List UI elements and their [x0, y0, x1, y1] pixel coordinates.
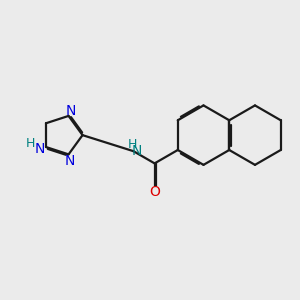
- Text: O: O: [149, 185, 160, 199]
- Text: N: N: [66, 103, 76, 118]
- Text: N: N: [34, 142, 45, 155]
- Text: H: H: [26, 137, 35, 150]
- Text: N: N: [65, 154, 75, 168]
- Text: H: H: [127, 138, 137, 151]
- Text: N: N: [131, 144, 142, 158]
